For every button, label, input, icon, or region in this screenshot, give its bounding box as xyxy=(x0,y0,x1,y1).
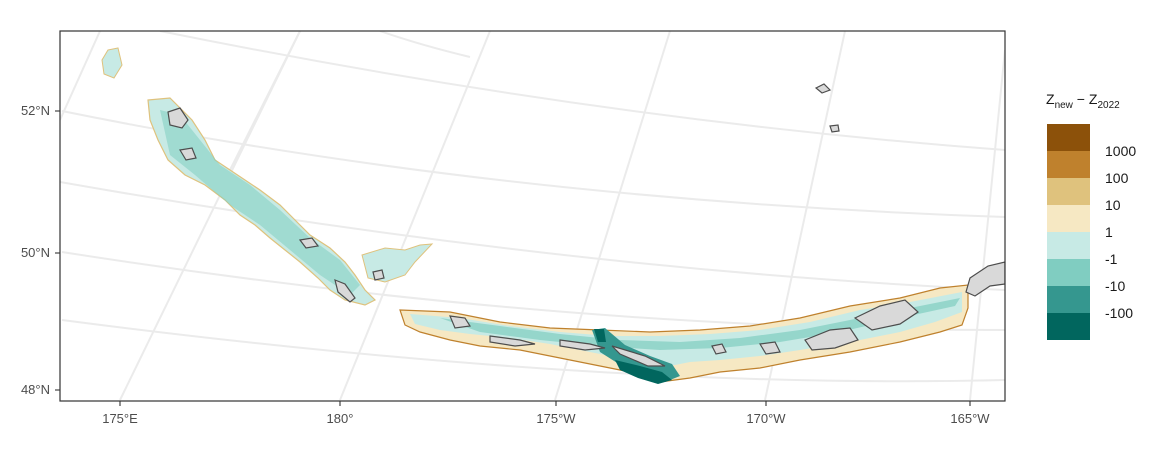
legend-swatch-2 xyxy=(1047,178,1090,205)
y-tick-label-48: 48°N xyxy=(21,382,50,397)
graticule-lon-180 xyxy=(229,31,491,401)
land-seguam xyxy=(559,339,606,351)
legend-break-label-4: -1 xyxy=(1105,251,1118,267)
graticule-lat-53 xyxy=(159,31,1005,151)
legend-title-base: Z xyxy=(1046,91,1055,107)
land-akutan-unimak xyxy=(853,299,919,331)
y-axis xyxy=(55,110,60,391)
land-attu xyxy=(167,107,189,129)
legend-title-sub-new: new xyxy=(1055,100,1074,111)
x-tick-label-175w: 175°W xyxy=(536,411,576,426)
x-tick-label-170w: 170°W xyxy=(746,411,786,426)
legend-swatch-4 xyxy=(1047,232,1090,259)
x-tick-label-180: 180° xyxy=(327,411,354,426)
legend-break-label-1: 100 xyxy=(1105,170,1129,186)
legend-title: Znew − Z2022 xyxy=(1046,91,1120,111)
band-central-deep xyxy=(440,298,960,350)
legend-labels: 1000 100 10 1 -1 -10 -100 xyxy=(1105,143,1136,321)
graticule-lon-165w xyxy=(969,49,1005,401)
land-umnak xyxy=(759,341,781,355)
y-tick-label-52: 52°N xyxy=(21,103,50,118)
land-polygons xyxy=(167,83,1005,367)
legend-break-label-2: 10 xyxy=(1105,197,1121,213)
legend-break-label-5: -10 xyxy=(1105,278,1125,294)
land-islands-of-four-mountains xyxy=(711,343,727,355)
band-deepest-pocket xyxy=(615,360,672,384)
land-kiska xyxy=(179,147,197,161)
panel-border xyxy=(59,30,1006,402)
land-pribilof-st-paul xyxy=(814,83,832,94)
legend-colorbar xyxy=(1047,124,1090,340)
land-atka xyxy=(489,335,536,347)
legend-title-minus: − xyxy=(1073,91,1089,107)
land-amchitka xyxy=(334,279,356,303)
x-tick-label-165w: 165°W xyxy=(950,411,990,426)
y-tick-label-50: 50°N xyxy=(21,245,50,260)
land-pribilof-st-george xyxy=(829,124,840,133)
legend-break-label-6: -100 xyxy=(1105,305,1133,321)
legend-title-sub-ref: 2022 xyxy=(1097,100,1120,111)
band-west-inner xyxy=(160,110,360,295)
graticule-lat-51 xyxy=(60,181,1005,291)
graticule-lat-extra xyxy=(379,31,471,58)
x-tick-label-175e: 175°E xyxy=(102,411,138,426)
land-tanaga xyxy=(372,269,385,281)
land-amukta xyxy=(611,345,666,367)
land-alaska-peninsula xyxy=(965,261,1005,297)
land-unalaska xyxy=(804,327,859,351)
legend-swatch-7 xyxy=(1047,313,1090,340)
legend-swatch-5 xyxy=(1047,259,1090,286)
land-adak xyxy=(449,315,472,329)
band-deep-notch xyxy=(594,329,606,342)
x-axis xyxy=(119,401,971,406)
band-central-outer xyxy=(399,284,969,383)
legend-break-label-0: 1000 xyxy=(1105,143,1136,159)
land-rat xyxy=(298,237,320,249)
legend-title-base-2: Z xyxy=(1089,91,1098,107)
legend-break-label-3: 1 xyxy=(1105,224,1113,240)
legend-swatch-1 xyxy=(1047,151,1090,178)
legend-swatch-3 xyxy=(1047,205,1090,232)
legend-swatch-6 xyxy=(1047,286,1090,313)
legend-swatch-0 xyxy=(1047,124,1090,151)
graticule-lat-49 xyxy=(61,319,1005,383)
band-attu xyxy=(101,47,123,79)
